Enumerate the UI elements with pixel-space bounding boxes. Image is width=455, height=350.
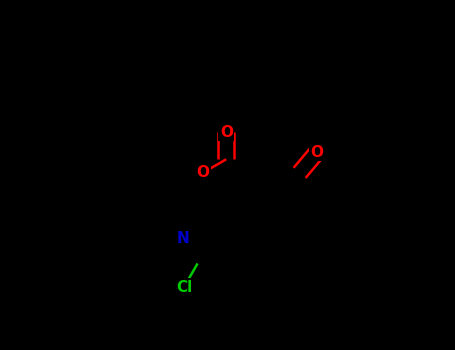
Text: Cl: Cl <box>176 280 192 295</box>
Text: O: O <box>311 145 324 160</box>
Text: O: O <box>196 166 209 180</box>
Text: O: O <box>220 125 233 140</box>
Text: N: N <box>177 231 190 246</box>
